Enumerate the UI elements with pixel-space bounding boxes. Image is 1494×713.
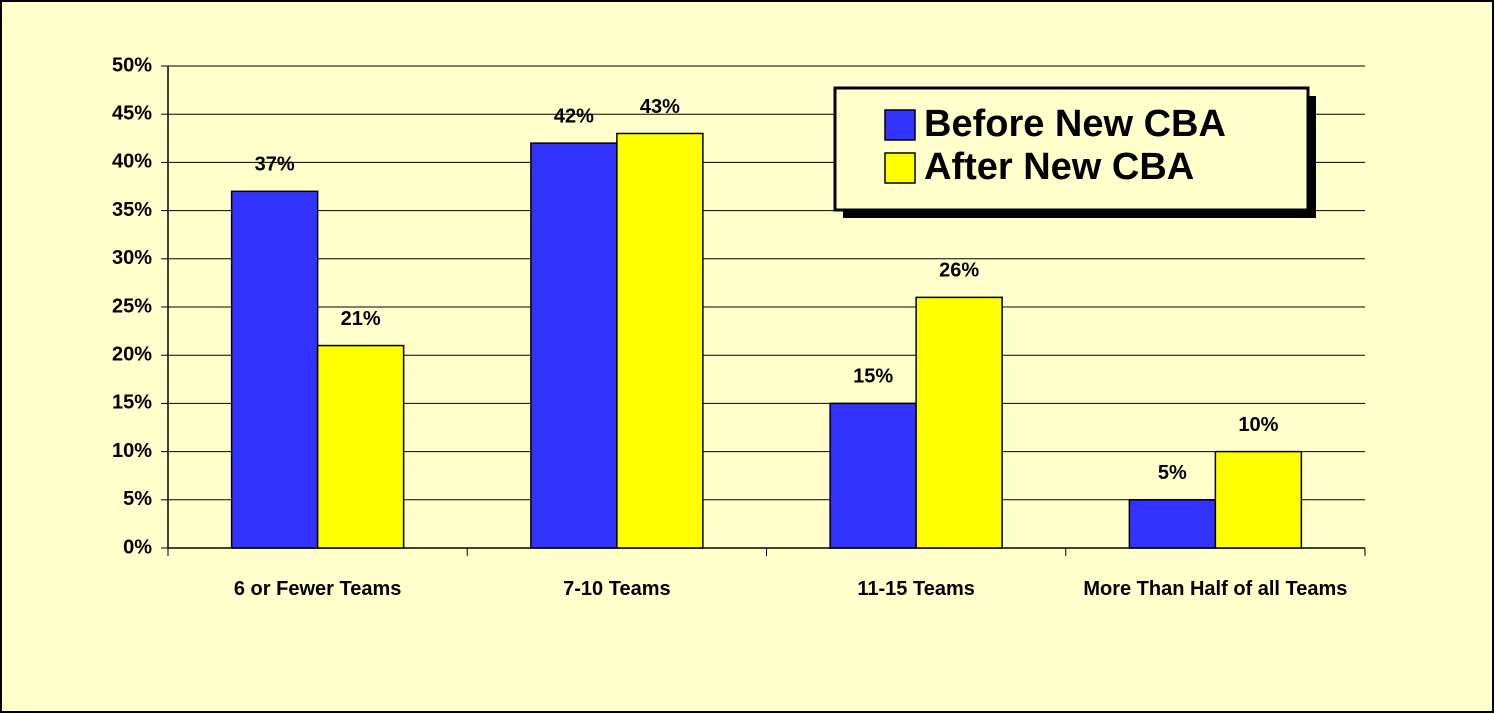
plot-area: 0% 5% 10% 15% 20% 25% 30% 35% 40% 45% 50% 37% 21% 42%…: [112, 54, 1366, 558]
legend-label: After New CBA: [924, 146, 1194, 188]
x-tick-label: 11-15 Teams: [857, 578, 975, 600]
bar: [1128, 499, 1217, 549]
y-tick-label: 5%: [123, 488, 152, 510]
value-label: 5%: [1158, 462, 1187, 484]
y-tick-label: 30%: [112, 247, 152, 269]
y-tick-label: 20%: [112, 343, 152, 365]
y-tick-label: 35%: [112, 199, 152, 221]
bar: [230, 190, 319, 549]
bar: [1214, 450, 1303, 549]
bar: [530, 142, 618, 549]
x-tick-label: 7-10 Teams: [563, 578, 671, 600]
legend-swatch: [884, 109, 916, 141]
bar: [616, 132, 704, 549]
x-tick-label: 6 or Fewer Teams: [233, 578, 402, 600]
y-tick-label: 0%: [123, 536, 152, 558]
y-tick-label: 10%: [112, 440, 152, 462]
legend-label: Before New CBA: [924, 103, 1226, 145]
legend-box: [833, 86, 1310, 212]
y-tick-label: 40%: [112, 151, 152, 173]
value-label: 10%: [1238, 414, 1278, 436]
value-label: 42%: [554, 105, 594, 127]
value-label: 26%: [939, 260, 979, 282]
value-label: 43%: [640, 96, 680, 118]
legend-swatch: [884, 152, 916, 184]
legend: Before New CBA After New CBA: [833, 86, 1316, 218]
value-label: 21%: [341, 308, 381, 330]
y-tick-label: 15%: [112, 392, 152, 414]
value-label: 15%: [853, 366, 893, 388]
y-tick-label: 50%: [112, 54, 152, 76]
bar: [829, 402, 917, 549]
y-tick-label: 25%: [112, 295, 152, 317]
y-tick-label: 45%: [112, 102, 152, 124]
bar: [316, 344, 405, 549]
x-tick-label: More Than Half of all Teams: [1083, 578, 1348, 600]
value-label: 37%: [255, 154, 295, 176]
bar: [915, 296, 1003, 549]
